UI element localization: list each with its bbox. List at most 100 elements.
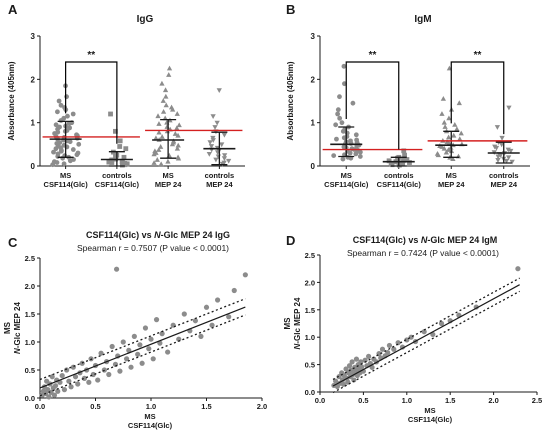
data-point bbox=[151, 356, 156, 361]
significance-bracket bbox=[66, 62, 117, 144]
y-axis-label: MS bbox=[3, 321, 12, 334]
data-point bbox=[515, 266, 520, 271]
data-point bbox=[350, 359, 355, 364]
x-tick-label: MEP 24 bbox=[155, 180, 182, 189]
data-point bbox=[76, 142, 81, 147]
x-tick-label: 0.0 bbox=[35, 402, 45, 411]
chart-title: CSF114(Glc) vs N-Glc MEP 24 IgM bbox=[353, 235, 497, 245]
data-point bbox=[55, 160, 60, 165]
significance-label: ** bbox=[474, 50, 482, 61]
data-point bbox=[132, 334, 137, 339]
data-point bbox=[140, 361, 145, 366]
data-point bbox=[159, 81, 164, 86]
data-point bbox=[164, 102, 169, 107]
data-point bbox=[46, 394, 51, 399]
data-point bbox=[210, 114, 215, 119]
data-point bbox=[106, 372, 111, 377]
chart-subtitle: Spearman r = 0.7424 (P value < 0.0001) bbox=[347, 248, 499, 258]
data-point bbox=[62, 161, 67, 166]
data-point bbox=[118, 138, 123, 143]
data-point bbox=[336, 107, 341, 112]
x-tick-label: 1.0 bbox=[402, 396, 412, 405]
data-point bbox=[439, 111, 444, 116]
data-point bbox=[333, 122, 338, 127]
y-tick-label: 0 bbox=[311, 162, 316, 171]
x-tick-label: MS bbox=[60, 171, 71, 180]
x-tick-label: 1.5 bbox=[201, 402, 211, 411]
data-point bbox=[354, 357, 359, 362]
data-point bbox=[387, 343, 392, 348]
data-point bbox=[495, 158, 500, 163]
data-point bbox=[452, 122, 457, 127]
x-tick-label: 2.5 bbox=[532, 396, 542, 405]
data-point bbox=[135, 352, 140, 357]
x-axis-label: MS bbox=[424, 406, 435, 415]
x-tick-label: CSF114(Glc) bbox=[377, 180, 422, 189]
regression-line bbox=[333, 285, 520, 386]
data-point bbox=[164, 124, 169, 129]
y-tick-label: 0.0 bbox=[25, 394, 35, 403]
chart-title: IgG bbox=[137, 14, 154, 25]
data-point bbox=[391, 347, 396, 352]
data-point bbox=[68, 158, 73, 163]
data-point bbox=[341, 157, 346, 162]
data-point bbox=[198, 334, 203, 339]
data-point bbox=[50, 374, 55, 379]
data-point bbox=[166, 72, 171, 77]
data-point bbox=[182, 311, 187, 316]
chart-title: IgM bbox=[414, 14, 431, 25]
x-tick-label: 2.0 bbox=[257, 402, 267, 411]
data-point bbox=[109, 160, 114, 165]
data-point bbox=[167, 153, 172, 158]
ci-upper-line bbox=[333, 278, 520, 379]
data-point bbox=[60, 156, 65, 161]
x-tick-label: 1.0 bbox=[146, 402, 156, 411]
data-point bbox=[217, 88, 222, 93]
data-point bbox=[86, 380, 91, 385]
data-point bbox=[123, 146, 128, 151]
data-point bbox=[340, 120, 345, 125]
x-tick-label: MEP 24 bbox=[206, 180, 233, 189]
data-point bbox=[176, 143, 181, 148]
y-tick-label: 2 bbox=[31, 75, 36, 84]
data-point bbox=[155, 113, 160, 118]
panel-label-C: C bbox=[8, 235, 18, 250]
data-point bbox=[68, 384, 73, 389]
y-tick-label: 0.5 bbox=[25, 366, 35, 375]
data-point bbox=[439, 321, 444, 326]
x-tick-label: 0.5 bbox=[90, 402, 100, 411]
regression-line bbox=[40, 307, 245, 388]
data-point bbox=[110, 344, 115, 349]
panel-label-D: D bbox=[286, 233, 295, 248]
x-tick-label: controls bbox=[205, 171, 235, 180]
data-point bbox=[95, 377, 100, 382]
x-tick-label: CSF114(Glc) bbox=[95, 180, 140, 189]
x-tick-label: 0.5 bbox=[358, 396, 368, 405]
data-point bbox=[71, 147, 76, 152]
data-point bbox=[75, 381, 80, 386]
y-axis-label: N-Glc MEP 24 bbox=[13, 302, 22, 354]
data-point bbox=[148, 337, 153, 342]
x-tick-label: 0.0 bbox=[315, 396, 325, 405]
data-point bbox=[337, 116, 342, 121]
y-axis-label: MS bbox=[283, 317, 292, 330]
y-tick-label: 2.5 bbox=[305, 251, 315, 260]
y-tick-label: 3 bbox=[31, 32, 36, 41]
data-point bbox=[351, 101, 356, 106]
data-point bbox=[175, 111, 180, 116]
x-axis-label: MS bbox=[144, 412, 155, 421]
x-tick-label: MEP 24 bbox=[438, 180, 465, 189]
data-point bbox=[358, 150, 363, 155]
data-point bbox=[226, 159, 231, 164]
panel-label-B: B bbox=[286, 2, 295, 17]
data-point bbox=[108, 112, 113, 117]
data-point bbox=[243, 272, 248, 277]
data-point bbox=[155, 157, 160, 162]
y-tick-label: 3 bbox=[311, 32, 316, 41]
y-tick-label: 1.0 bbox=[305, 333, 315, 342]
data-point bbox=[160, 134, 165, 139]
significance-bracket bbox=[451, 62, 504, 134]
data-point bbox=[121, 339, 126, 344]
data-point bbox=[165, 159, 170, 164]
x-tick-label: CSF114(Glc) bbox=[44, 180, 89, 189]
